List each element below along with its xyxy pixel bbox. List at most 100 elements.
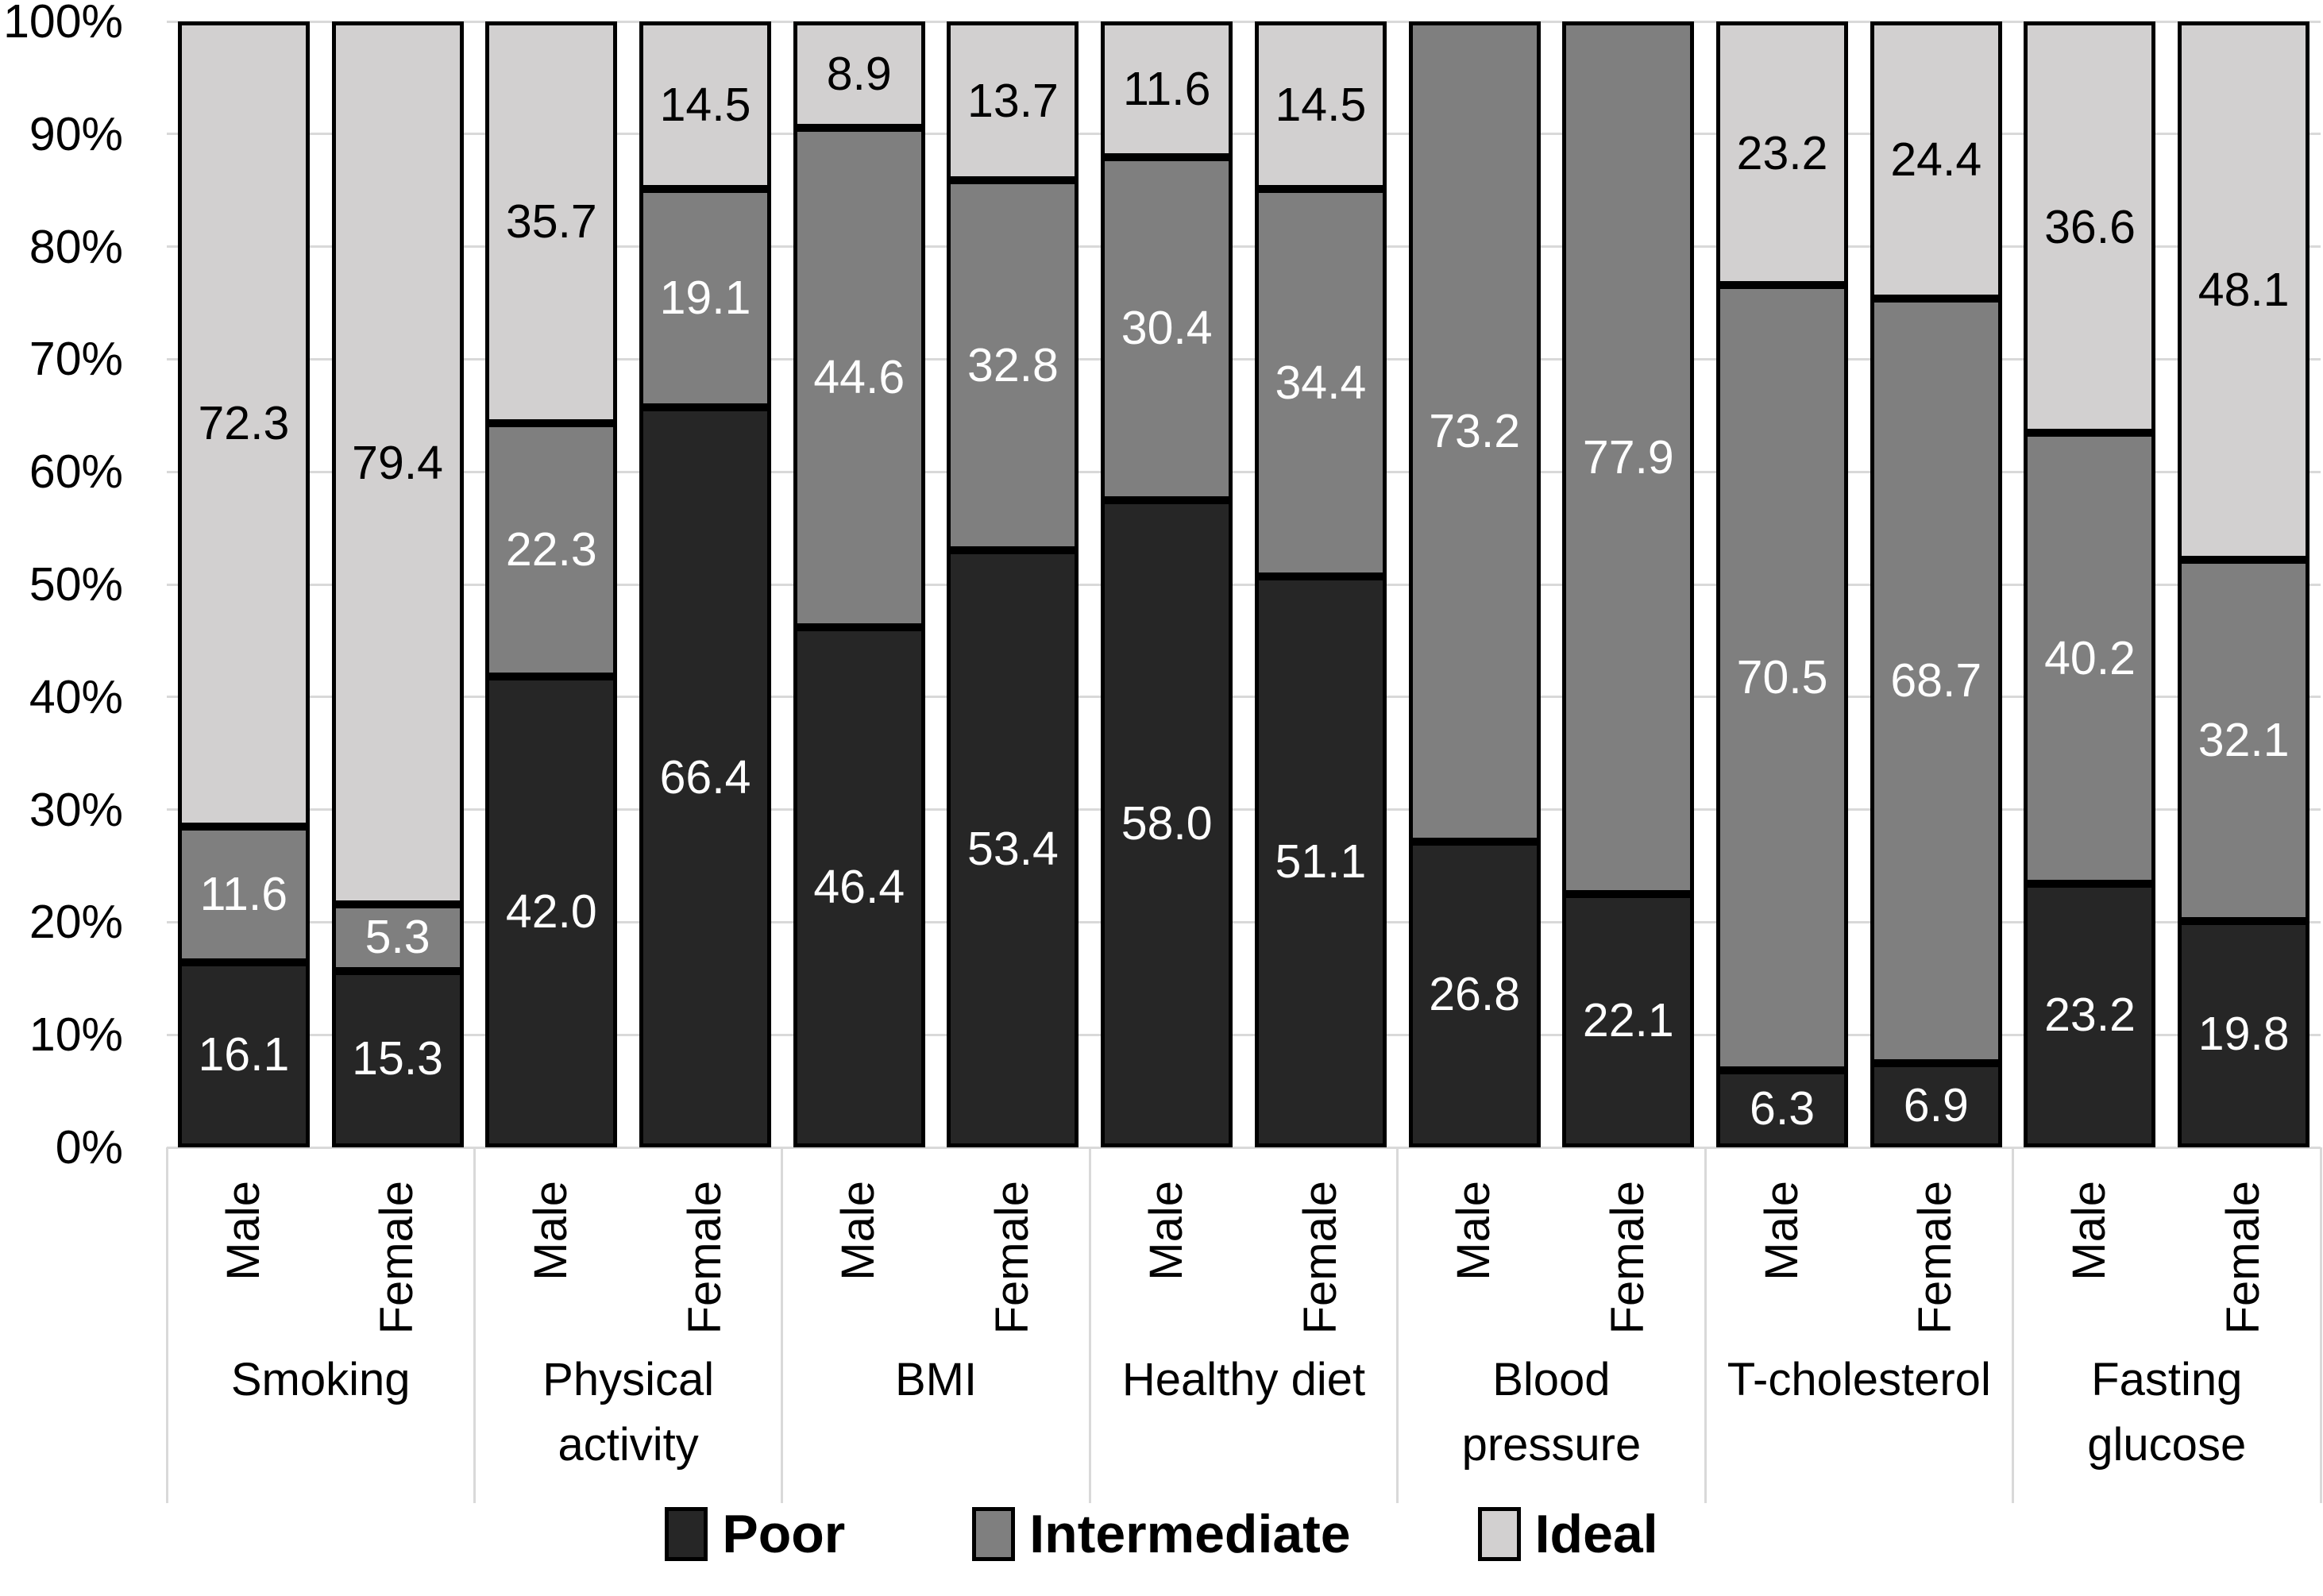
category-label-t-cholesterol: T-cholesterol bbox=[1727, 1354, 1991, 1405]
sex-label-cell: Male bbox=[474, 1147, 628, 1350]
sex-label-cell: Female bbox=[1859, 1147, 2013, 1350]
data-label: 8.9 bbox=[826, 48, 892, 101]
bar-smoking-female: 79.4 5.3 15.3 bbox=[331, 21, 464, 1147]
bar-segment-intermediate: 22.3 bbox=[485, 422, 618, 677]
sex-label-female: Female bbox=[1909, 1181, 1962, 1335]
sex-label-male: Male bbox=[217, 1181, 269, 1281]
sex-label-male: Male bbox=[1755, 1181, 1808, 1281]
sex-label-cell: Female bbox=[1244, 1147, 1398, 1350]
bar-segment-poor: 23.2 bbox=[2024, 883, 2156, 1147]
bar-segment-poor: 66.4 bbox=[639, 407, 772, 1147]
data-label: 16.1 bbox=[198, 1027, 290, 1081]
bar-segment-ideal: 48.1 bbox=[2178, 21, 2310, 560]
category-label-fasting-glucose: Fasting glucose bbox=[2087, 1354, 2247, 1471]
data-label: 44.6 bbox=[813, 350, 905, 403]
bar-segment-intermediate: 5.3 bbox=[331, 904, 464, 971]
sex-label-cell: Female bbox=[1551, 1147, 1705, 1350]
bar-segment-intermediate: 44.6 bbox=[793, 127, 925, 628]
gridline bbox=[167, 20, 2321, 23]
group-separator bbox=[473, 1147, 476, 1503]
bar-healthy-diet-male: 11.6 30.4 58.0 bbox=[1101, 21, 1233, 1148]
y-tick-label: 60% bbox=[29, 445, 123, 499]
bar-slot: 35.7 22.3 42.0 bbox=[474, 21, 628, 1147]
bar-healthy-diet-female: 14.5 34.4 51.1 bbox=[1254, 21, 1387, 1147]
y-axis: 0% 10% 20% 30% 40% 50% 60% 70% 80% 90% 100% bbox=[0, 0, 167, 1191]
bar-segment-poor: 6.3 bbox=[1716, 1070, 1849, 1147]
bar-segment-ideal: 8.9 bbox=[793, 21, 925, 128]
legend-swatch-poor-icon bbox=[665, 1507, 708, 1561]
data-label: 22.3 bbox=[505, 522, 597, 576]
bar-slot: 11.6 30.4 58.0 bbox=[1090, 21, 1244, 1148]
bar-slot: 73.2 26.8 bbox=[1398, 21, 1552, 1147]
bar-bmi-female: 13.7 32.8 53.4 bbox=[947, 21, 1079, 1147]
legend-item-ideal: Ideal bbox=[1477, 1504, 1658, 1564]
gridline bbox=[167, 133, 2321, 136]
bar-segment-ideal: 14.5 bbox=[639, 21, 772, 190]
bar-smoking-male: 72.3 11.6 16.1 bbox=[177, 21, 310, 1148]
bar-fasting-glucose-male: 36.6 40.2 23.2 bbox=[2024, 21, 2156, 1147]
bar-segment-poor: 6.9 bbox=[1870, 1063, 2002, 1147]
bar-segment-poor: 19.8 bbox=[2178, 921, 2310, 1147]
data-label: 58.0 bbox=[1121, 796, 1213, 850]
category-label-smoking: Smoking bbox=[230, 1354, 411, 1405]
bar-segment-intermediate: 40.2 bbox=[2024, 433, 2156, 884]
bar-t-cholesterol-male: 23.2 70.5 6.3 bbox=[1716, 21, 1849, 1147]
data-label: 68.7 bbox=[1890, 653, 1982, 707]
sex-label-female: Female bbox=[1294, 1181, 1346, 1335]
category-label-physical-activity: Physical activity bbox=[542, 1354, 715, 1471]
data-label: 26.8 bbox=[1429, 968, 1521, 1021]
group-separator bbox=[2319, 1147, 2322, 1503]
data-label: 53.4 bbox=[967, 822, 1059, 875]
bar-segment-ideal: 24.4 bbox=[1870, 21, 2002, 299]
category-label-healthy-diet: Healthy diet bbox=[1121, 1354, 1366, 1405]
bar-slot: 24.4 68.7 6.9 bbox=[1859, 21, 2013, 1147]
y-tick-label: 10% bbox=[29, 1008, 123, 1062]
bar-segment-poor: 15.3 bbox=[331, 970, 464, 1147]
data-label: 35.7 bbox=[505, 195, 597, 249]
bar-blood-pressure-male: 73.2 26.8 bbox=[1408, 21, 1541, 1147]
sex-label-cell: Male bbox=[2013, 1147, 2167, 1350]
bar-slot: 72.3 11.6 16.1 bbox=[167, 21, 321, 1148]
group-separators bbox=[0, 1147, 2323, 1505]
gridline bbox=[167, 245, 2321, 249]
data-label: 48.1 bbox=[2198, 264, 2290, 317]
legend-label: Intermediate bbox=[1029, 1504, 1351, 1564]
gridline bbox=[167, 470, 2321, 473]
bar-blood-pressure-female: 77.9 22.1 bbox=[1562, 21, 1695, 1147]
legend: Poor Intermediate Ideal bbox=[0, 1507, 2323, 1561]
data-label: 40.2 bbox=[2044, 631, 2136, 684]
bar-segment-intermediate: 19.1 bbox=[639, 189, 772, 408]
bar-segment-intermediate: 70.5 bbox=[1716, 285, 1849, 1070]
sex-label-cell: Male bbox=[1090, 1147, 1244, 1350]
bar-slot: 36.6 40.2 23.2 bbox=[2013, 21, 2167, 1147]
y-tick-label: 0% bbox=[55, 1121, 123, 1174]
bar-slot: 8.9 44.6 46.4 bbox=[782, 21, 936, 1147]
bar-segment-ideal: 13.7 bbox=[947, 21, 1079, 181]
sex-label-female: Female bbox=[986, 1181, 1039, 1335]
gridline bbox=[167, 1146, 2321, 1149]
bar-segment-ideal: 36.6 bbox=[2024, 21, 2156, 434]
group-separator bbox=[165, 1147, 168, 1503]
legend-label: Ideal bbox=[1534, 1504, 1658, 1564]
data-label: 72.3 bbox=[198, 397, 290, 450]
gridline bbox=[167, 583, 2321, 586]
y-tick-label: 40% bbox=[29, 670, 123, 723]
sex-label-cell: Female bbox=[936, 1147, 1090, 1350]
sex-label-female: Female bbox=[371, 1181, 423, 1335]
data-label: 6.9 bbox=[1903, 1078, 1969, 1131]
bar-segment-poor: 42.0 bbox=[485, 677, 618, 1147]
legend-label: Poor bbox=[722, 1504, 846, 1564]
bar-segment-ideal: 35.7 bbox=[485, 21, 618, 423]
data-label: 11.6 bbox=[199, 867, 288, 920]
x-axis: Male Female Male Female Male Female Male Female… bbox=[0, 1147, 2323, 1505]
bar-slot: 14.5 34.4 51.1 bbox=[1244, 21, 1398, 1147]
bar-segment-poor: 46.4 bbox=[793, 627, 925, 1147]
sex-label-female: Female bbox=[678, 1181, 731, 1335]
bar-segment-poor: 16.1 bbox=[177, 962, 310, 1148]
data-label: 51.1 bbox=[1275, 835, 1367, 888]
data-label: 73.2 bbox=[1429, 405, 1521, 458]
y-tick-label: 50% bbox=[29, 558, 123, 611]
group-separator bbox=[1396, 1147, 1399, 1503]
data-label: 79.4 bbox=[352, 436, 443, 489]
data-label: 24.4 bbox=[1890, 133, 1982, 186]
